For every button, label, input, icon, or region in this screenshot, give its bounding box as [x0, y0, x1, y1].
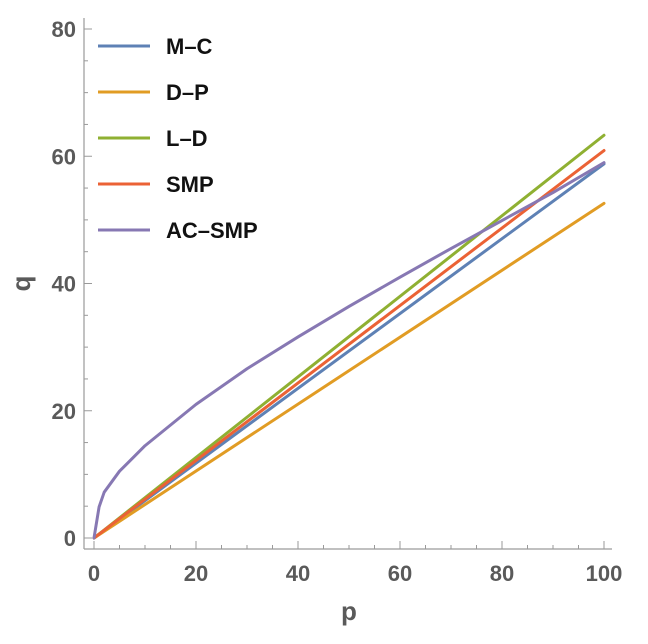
x-tick-label: 100: [586, 561, 623, 586]
x-tick-label: 20: [184, 561, 208, 586]
legend-label-1: M–C: [166, 34, 213, 59]
x-tick-label: 40: [286, 561, 310, 586]
series-lines: [92, 133, 606, 540]
y-tick-label: 40: [52, 272, 76, 297]
series-line-4: [92, 149, 606, 540]
series-line-5: [92, 161, 606, 540]
series-line-2: [92, 201, 606, 540]
x-tick-label: 0: [88, 561, 100, 586]
series-line-1: [92, 162, 606, 540]
y-tick-label: 80: [52, 17, 76, 42]
y-axis-label: q: [6, 276, 36, 292]
y-tick-label: 20: [52, 399, 76, 424]
x-tick-label: 80: [490, 561, 514, 586]
legend-label-2: D–P: [166, 80, 209, 105]
y-tick-label: 60: [52, 144, 76, 169]
series-line-3: [92, 133, 606, 540]
legend-label-5: AC–SMP: [166, 218, 258, 243]
x-tick-label: 60: [388, 561, 412, 586]
y-tick-label: 0: [64, 526, 76, 551]
legend: M–C D–P L–D SMP AC–SMP: [98, 34, 258, 243]
y-ticks: 0 20 40 60 80: [52, 17, 92, 551]
x-axis-label: p: [341, 596, 357, 626]
x-ticks: 0 20 40 60 80 100: [88, 541, 622, 586]
legend-label-3: L–D: [166, 126, 208, 151]
legend-label-4: SMP: [166, 172, 214, 197]
axes: [83, 18, 612, 550]
